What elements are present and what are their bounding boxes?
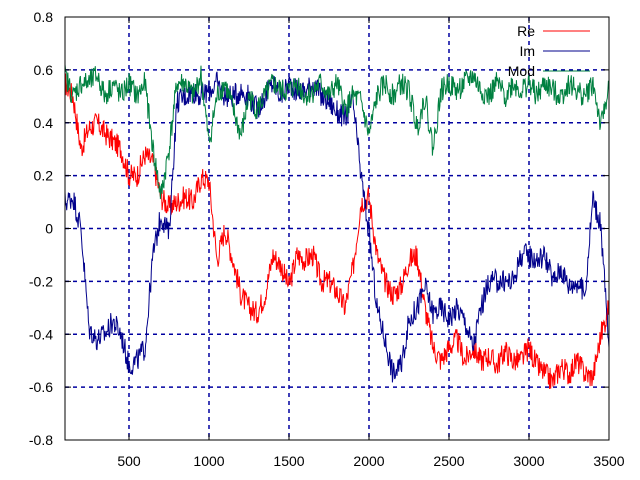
series-layer	[64, 64, 610, 390]
series-line-mod	[64, 64, 610, 200]
tick-marks	[65, 16, 610, 441]
x-tick-labels: 500 1000 1500 2000 2500 3000 3500	[117, 453, 624, 469]
legend-label-mod: Mod	[508, 63, 535, 79]
x-tick-label: 2000	[353, 453, 384, 469]
x-tick-label: 2500	[433, 453, 464, 469]
x-tick-label: 3500	[593, 453, 624, 469]
series-line-re	[64, 73, 610, 390]
y-tick-label: -0.4	[29, 326, 53, 342]
series-line-im	[64, 71, 610, 383]
y-tick-labels: -0.8 -0.6 -0.4 -0.2 0 0.2 0.4 0.6 0.8	[29, 9, 53, 448]
x-tick-label: 1500	[273, 453, 304, 469]
y-tick-label: -0.2	[29, 273, 53, 289]
x-tick-label: 500	[117, 453, 141, 469]
legend-label-im: Im	[519, 43, 535, 59]
x-tick-label: 1000	[193, 453, 224, 469]
y-tick-label: 0.8	[34, 9, 54, 25]
y-tick-label: 0.4	[34, 115, 54, 131]
y-tick-label: -0.8	[29, 432, 53, 448]
y-tick-label: -0.6	[29, 379, 53, 395]
y-tick-label: 0.2	[34, 168, 54, 184]
y-tick-label: 0	[45, 221, 53, 237]
legend-label-re: Re	[517, 23, 535, 39]
legend: Re Im Mod	[508, 23, 590, 79]
y-tick-label: 0.6	[34, 62, 54, 78]
x-tick-label: 3000	[513, 453, 544, 469]
